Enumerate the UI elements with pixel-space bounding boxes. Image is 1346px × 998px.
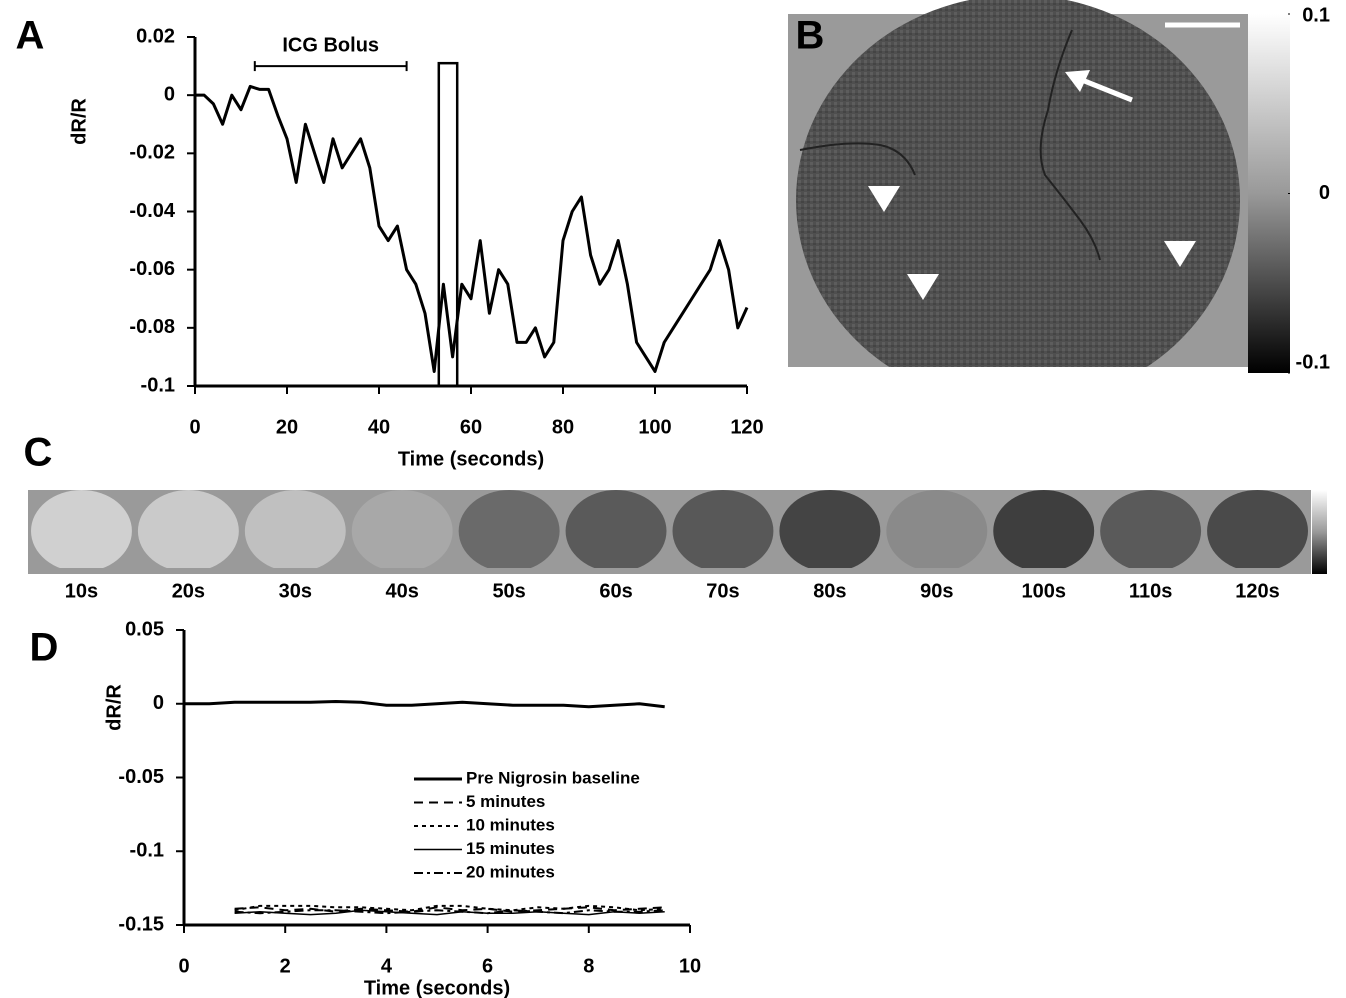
frame-clip [1204,568,1311,574]
frame-label: 70s [706,580,739,602]
frame-label: 60s [599,580,632,602]
frame-clip [990,568,1098,574]
frame-clip [776,568,884,574]
x-tick-label: 40 [368,416,390,438]
data-line [195,84,749,373]
legend-label: 10 minutes [466,815,555,834]
frame-clip [883,568,991,574]
panel-label: B [796,14,825,58]
frame-clip [134,568,242,574]
x-tick-label: 60 [460,416,482,438]
frame-label: 50s [492,580,525,602]
frame-clip [348,568,456,574]
y-tick-label: -0.08 [129,316,175,338]
x-axis-label: Time (seconds) [398,448,544,470]
frame-clip [241,568,349,574]
highlight-box [437,61,459,388]
y-tick-label: 0.02 [136,25,175,47]
frame-image [1207,490,1308,572]
frame-image [672,490,774,572]
frame-image [993,490,1095,572]
x-tick-label: 0 [189,416,200,438]
frame-label: 30s [279,580,312,602]
data-line [234,909,665,916]
frame-clip [28,568,135,574]
frame-label: 100s [1021,580,1066,602]
y-tick-label: 0 [153,692,164,714]
y-tick-label: -0.15 [118,913,164,935]
x-tick-label: 20 [276,416,298,438]
frame-clip [1097,568,1205,574]
x-tick-label: 2 [280,955,291,977]
colorbar-label: 0 [1319,182,1330,204]
y-tick-label: -0.1 [130,840,164,862]
frame-label: 120s [1235,580,1280,602]
y-tick-label: -0.02 [129,142,175,164]
panel-label: A [16,14,45,58]
panel-c-strip [28,490,1327,574]
y-tick-label: 0 [164,83,175,105]
y-tick-label: -0.1 [141,374,175,396]
frame-image [351,490,453,572]
x-tick-label: 10 [679,955,701,977]
frame-label: 40s [386,580,419,602]
x-tick-label: 4 [381,955,393,977]
data-line [234,906,665,913]
legend-label: 20 minutes [466,862,555,881]
data-line [234,909,665,915]
frame-label: 10s [65,580,98,602]
frame-image [458,490,560,572]
frame-clip [562,568,670,574]
y-tick-label: -0.05 [118,766,164,788]
x-tick-label: 6 [482,955,493,977]
panel-b-image [788,0,1290,407]
annotation: ICG Bolus [282,34,379,56]
x-tick-label: 8 [583,955,594,977]
frame-image [137,490,239,572]
colorbar-label: -0.1 [1296,351,1330,373]
x-tick-label: 0 [178,955,189,977]
panel-label: D [30,626,59,670]
frame-image [565,490,667,572]
frame-image [244,490,346,572]
frame-label: 110s [1129,580,1172,602]
frame-clip [455,568,563,574]
data-line [234,904,665,912]
legend-label: 15 minutes [466,839,555,858]
x-tick-label: 80 [552,416,574,438]
frame-image [886,490,988,572]
frame-label: 90s [920,580,953,602]
x-tick-label: 120 [730,416,763,438]
frame-image [1100,490,1202,572]
frame-clip [669,568,777,574]
panel-label: C [24,431,53,475]
x-axis-label: Time (seconds) [364,977,510,998]
frame-label: 20s [172,580,205,602]
y-tick-label: -0.04 [129,200,175,222]
x-tick-label: 100 [638,416,671,438]
legend-label: 5 minutes [466,792,545,811]
y-tick-label: -0.06 [129,258,175,280]
frame-image [31,490,132,572]
legend-label: Pre Nigrosin baseline [466,768,640,787]
data-line [184,700,665,709]
frame-image [779,490,881,572]
frame-label: 80s [813,580,846,602]
colorbar-label: 0.1 [1302,4,1330,26]
y-tick-label: 0.05 [125,618,164,640]
y-axis-label: dR/R [68,98,90,145]
y-axis-label: dR/R [103,684,125,731]
